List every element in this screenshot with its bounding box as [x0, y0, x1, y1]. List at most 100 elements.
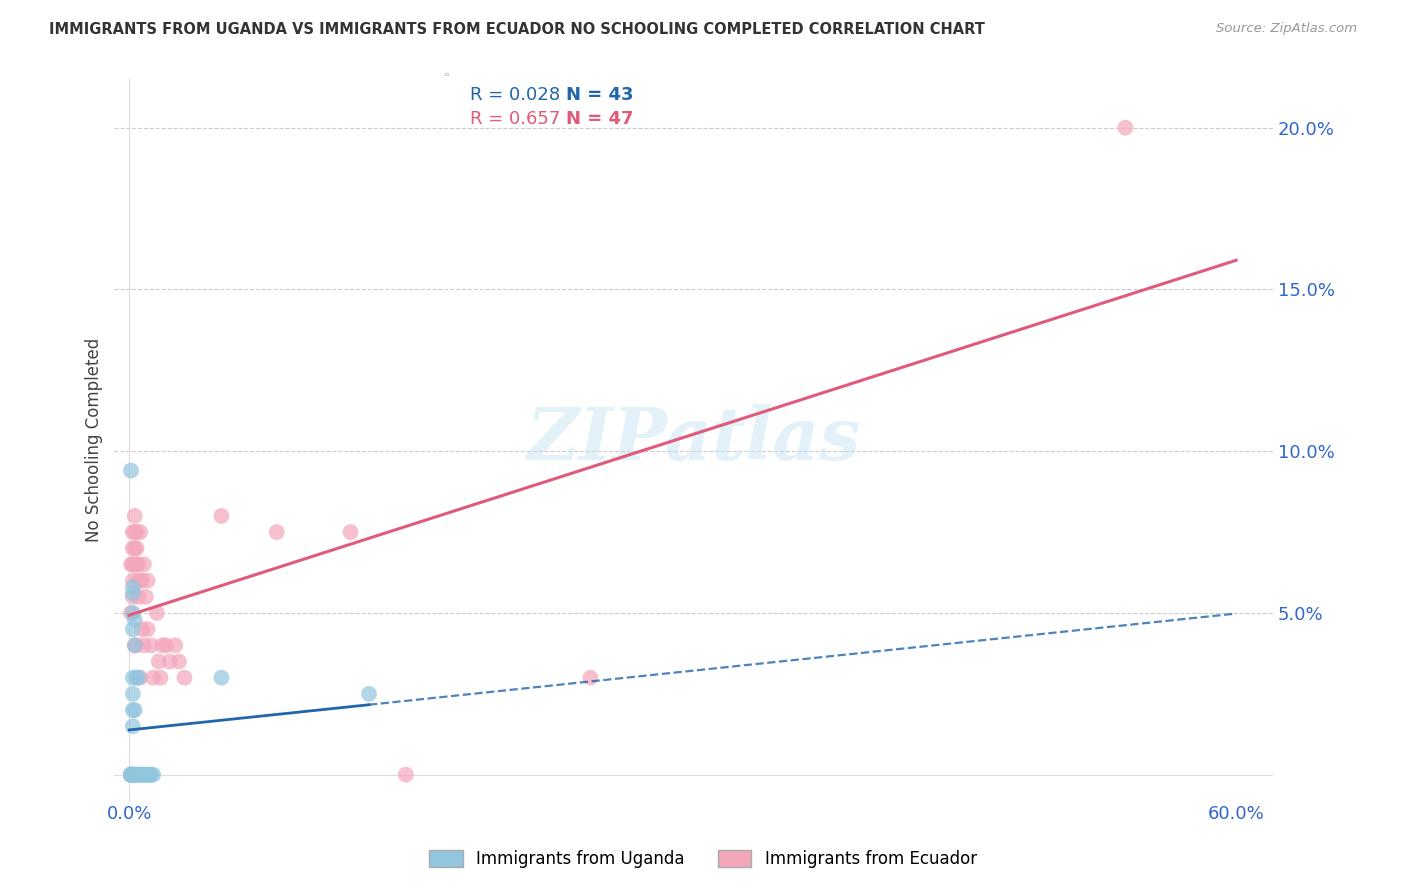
Point	[124, 638, 146, 652]
Point	[124, 768, 146, 782]
Point	[121, 586, 143, 600]
Point	[124, 638, 146, 652]
Point	[132, 638, 155, 652]
Text: IMMIGRANTS FROM UGANDA VS IMMIGRANTS FROM ECUADOR NO SCHOOLING COMPLETED CORRELA: IMMIGRANTS FROM UGANDA VS IMMIGRANTS FRO…	[49, 22, 986, 37]
Point	[120, 768, 142, 782]
Point	[121, 719, 143, 733]
Point	[120, 768, 142, 782]
Point	[395, 768, 418, 782]
Text: R = 0.657: R = 0.657	[470, 110, 561, 128]
Point	[121, 703, 143, 717]
Y-axis label: No Schooling Completed: No Schooling Completed	[86, 338, 103, 542]
Point	[129, 671, 152, 685]
Point	[125, 558, 148, 572]
Point	[159, 655, 181, 669]
Point	[124, 768, 146, 782]
Point	[121, 558, 143, 572]
Point	[131, 574, 153, 588]
Legend: Immigrants from Uganda, Immigrants from Ecuador: Immigrants from Uganda, Immigrants from …	[423, 843, 983, 875]
Point	[121, 580, 143, 594]
Point	[120, 768, 142, 782]
Text: ZIPatlas: ZIPatlas	[527, 404, 860, 475]
Point	[127, 574, 149, 588]
Point	[167, 655, 190, 669]
Point	[124, 612, 146, 626]
Legend: 	[446, 72, 447, 75]
Point	[138, 768, 160, 782]
Point	[125, 768, 148, 782]
Point	[155, 638, 177, 652]
Point	[131, 768, 153, 782]
Point	[124, 525, 146, 540]
Point	[120, 768, 142, 782]
Point	[146, 606, 169, 620]
Point	[127, 590, 149, 604]
Point	[121, 541, 143, 556]
Point	[129, 768, 152, 782]
Point	[127, 768, 149, 782]
Point	[136, 768, 159, 782]
Text: N = 47: N = 47	[567, 110, 634, 128]
Point	[142, 671, 165, 685]
Point	[579, 671, 602, 685]
Point	[135, 590, 157, 604]
Point	[136, 768, 159, 782]
Point	[124, 508, 146, 523]
Point	[142, 768, 165, 782]
Text: R = 0.028: R = 0.028	[470, 86, 560, 104]
Point	[357, 687, 380, 701]
Text: N = 43: N = 43	[567, 86, 634, 104]
Point	[136, 622, 159, 636]
Point	[120, 768, 142, 782]
Point	[132, 768, 155, 782]
Point	[120, 464, 142, 478]
Point	[173, 671, 195, 685]
Point	[121, 768, 143, 782]
Point	[124, 703, 146, 717]
Point	[209, 671, 232, 685]
Point	[124, 541, 146, 556]
Point	[148, 655, 170, 669]
Point	[121, 606, 143, 620]
Point	[127, 671, 149, 685]
Point	[209, 508, 232, 523]
Point	[120, 768, 142, 782]
Point	[127, 558, 149, 572]
Point	[141, 638, 163, 652]
Point	[121, 590, 143, 604]
Point	[266, 525, 288, 540]
Point	[125, 541, 148, 556]
Point	[120, 768, 142, 782]
Point	[124, 558, 146, 572]
Point	[121, 768, 143, 782]
Point	[121, 525, 143, 540]
Point	[120, 558, 142, 572]
Point	[165, 638, 187, 652]
Point	[121, 574, 143, 588]
Point	[125, 638, 148, 652]
Point	[132, 768, 155, 782]
Point	[120, 768, 142, 782]
Point	[150, 638, 173, 652]
Point	[141, 768, 163, 782]
Point	[125, 525, 148, 540]
Point	[120, 768, 142, 782]
Point	[129, 574, 152, 588]
Point	[131, 768, 153, 782]
Point	[124, 768, 146, 782]
Point	[149, 671, 172, 685]
Text: Source: ZipAtlas.com: Source: ZipAtlas.com	[1216, 22, 1357, 36]
Point	[129, 525, 152, 540]
Point	[1114, 120, 1136, 135]
Point	[132, 558, 155, 572]
Point	[121, 671, 143, 685]
Point	[121, 687, 143, 701]
Point	[120, 768, 142, 782]
Point	[121, 622, 143, 636]
Point	[125, 671, 148, 685]
Point	[339, 525, 361, 540]
Point	[131, 622, 153, 636]
Point	[135, 768, 157, 782]
Point	[120, 606, 142, 620]
Point	[136, 574, 159, 588]
